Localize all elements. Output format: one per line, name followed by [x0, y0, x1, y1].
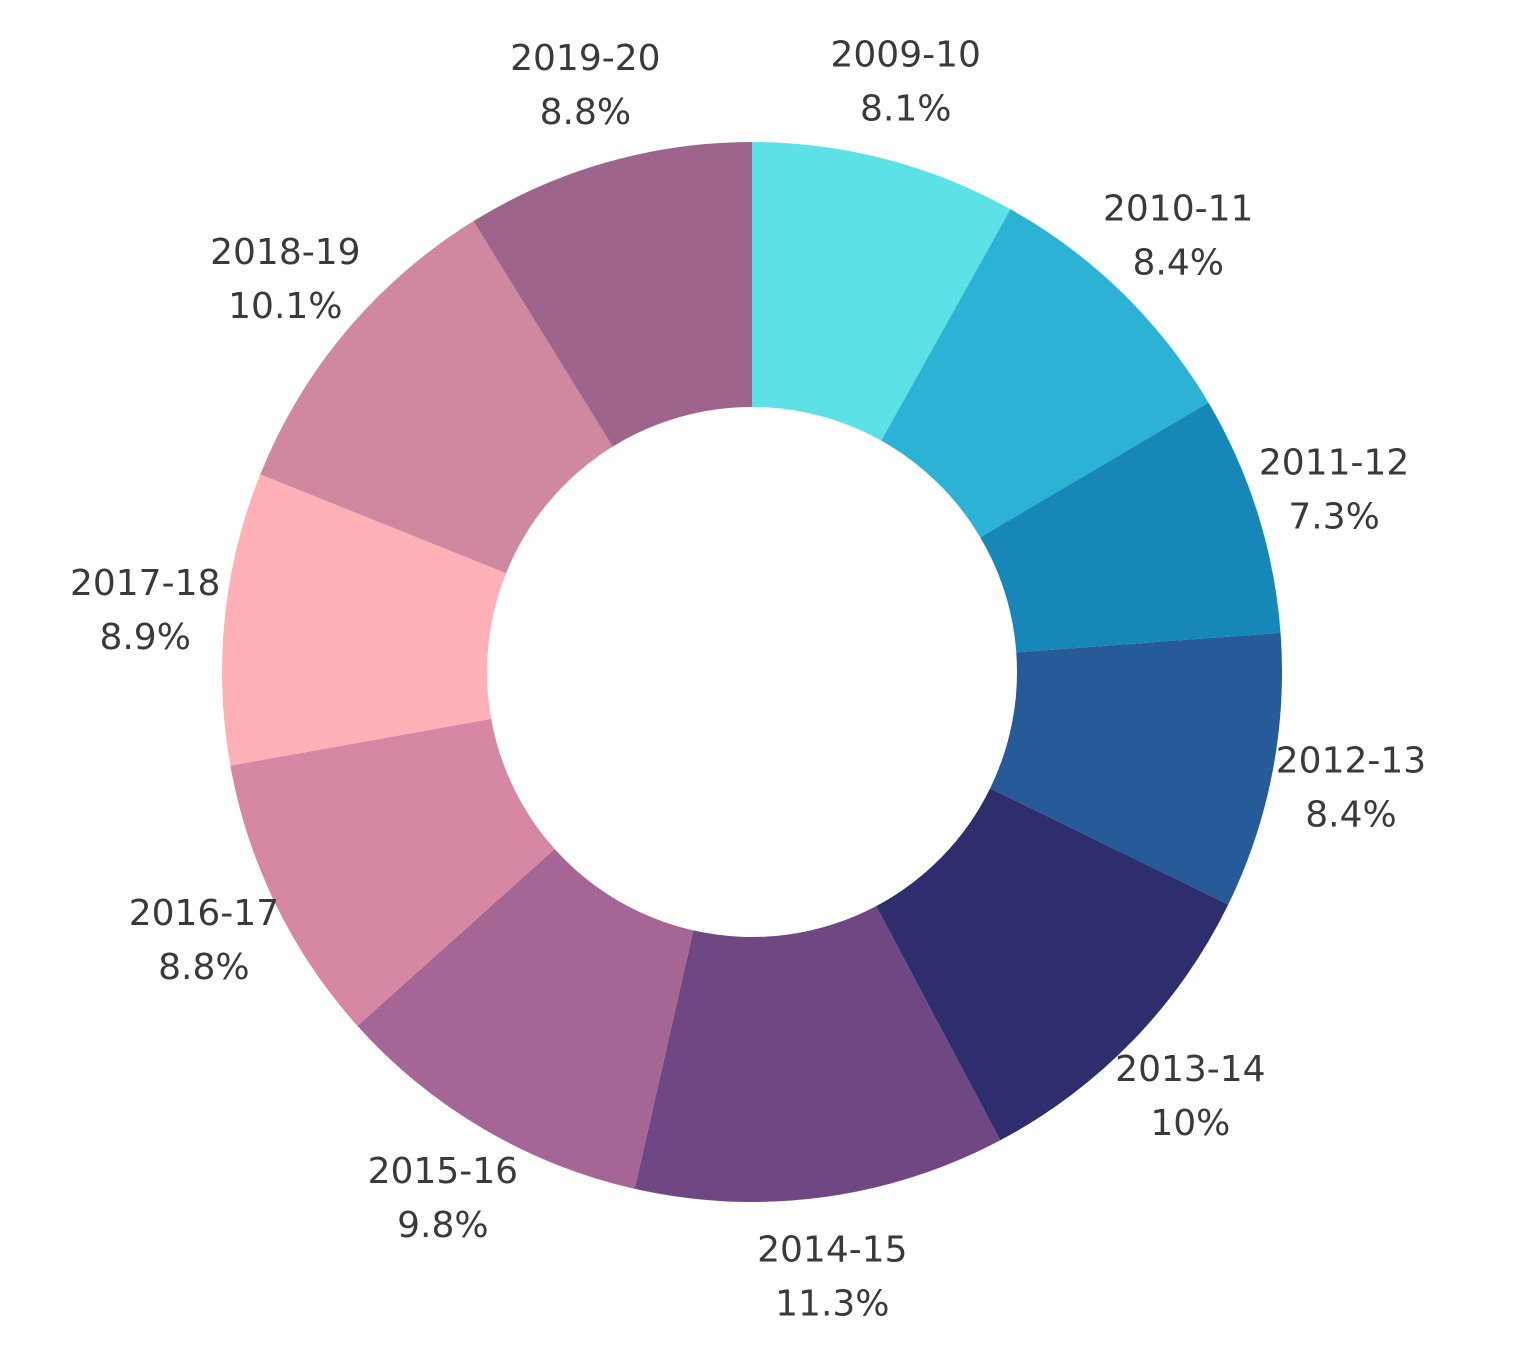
slice-category-label: 2012-13: [1276, 740, 1426, 781]
slice-2010-11: [881, 209, 1209, 538]
slice-2012-13: [990, 632, 1282, 905]
slice-2018-19: [260, 221, 613, 574]
labels-group: 2009-10 8.1% 2010-11 8.4% 2011-12 7.3% 2012-13…: [70, 35, 1426, 1325]
slice-2015-16: [357, 848, 694, 1189]
slice-category-label: 2011-12: [1259, 443, 1409, 484]
slice-category-label: 2016-17: [129, 893, 279, 934]
slice-value-label: 10.1%: [228, 286, 342, 327]
slice-value-label: 7.3%: [1288, 497, 1379, 538]
slice-value-label: 11.3%: [775, 1284, 889, 1325]
slice-value-label: 8.8%: [540, 92, 631, 133]
slice-2013-14: [876, 788, 1229, 1141]
slice-category-label: 2019-20: [510, 38, 660, 79]
slice-value-label: 8.4%: [1305, 794, 1396, 835]
slice-2017-18: [222, 474, 507, 766]
slice-value-label: 9.8%: [397, 1205, 488, 1246]
slice-value-label: 8.1%: [860, 89, 951, 130]
slice-2019-20: [473, 142, 752, 447]
slice-category-label: 2010-11: [1103, 189, 1253, 230]
slice-value-label: 10%: [1150, 1103, 1230, 1144]
slice-category-label: 2013-14: [1115, 1049, 1265, 1090]
slice-2014-15: [634, 906, 1001, 1202]
slices-group: [222, 142, 1282, 1202]
slice-2009-10: [752, 142, 1011, 441]
slice-category-label: 2009-10: [830, 35, 980, 76]
slice-category-label: 2017-18: [70, 563, 220, 604]
slice-category-label: 2014-15: [757, 1230, 907, 1271]
slice-value-label: 8.9%: [99, 617, 190, 658]
slice-category-label: 2018-19: [210, 232, 360, 273]
slice-2016-17: [230, 718, 555, 1026]
slice-value-label: 8.4%: [1132, 243, 1223, 284]
slice-2011-12: [980, 402, 1281, 653]
slice-value-label: 8.8%: [158, 947, 249, 988]
slice-category-label: 2015-16: [368, 1151, 518, 1192]
